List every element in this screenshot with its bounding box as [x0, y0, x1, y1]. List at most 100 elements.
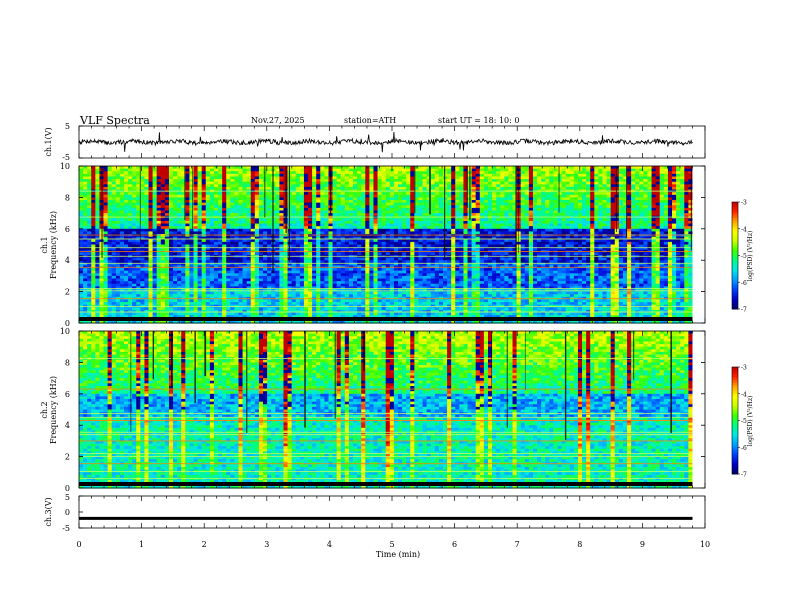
spec1-cell: [201, 281, 207, 285]
spec1-cell: [156, 181, 162, 185]
spec1-cell: [340, 194, 346, 198]
spec1-cell: [377, 200, 383, 204]
spec1-cell: [95, 234, 101, 238]
spec1-cell: [389, 247, 395, 251]
spec1-cell: [238, 262, 244, 267]
spec1-cell: [299, 302, 305, 306]
spec1-cell: [234, 307, 240, 311]
spec1-cell: [295, 309, 301, 314]
spec1-cell: [209, 286, 215, 290]
spec1-cell: [348, 236, 354, 240]
spec1-cell: [365, 226, 370, 230]
spec1-cell: [226, 278, 231, 282]
spec1-cell: [79, 179, 84, 183]
spec1-cell: [234, 260, 240, 264]
spec1-cell: [381, 228, 387, 233]
spec1-cell: [111, 247, 117, 251]
spec1-cell: [222, 236, 227, 240]
spec1-cell: [361, 244, 366, 248]
spec1-cell: [123, 223, 129, 227]
spec1-cell: [320, 205, 325, 209]
spec1-cell: [406, 202, 411, 206]
spec1-cell: [119, 226, 125, 230]
spec1-cell: [381, 168, 387, 172]
spec1-cell: [193, 244, 199, 248]
spec1-cell: [353, 168, 358, 172]
spec1-cell: [377, 194, 383, 198]
spec1-cell: [123, 273, 129, 277]
spec1-cell: [185, 234, 191, 238]
spec1-cell: [353, 273, 358, 277]
spec1-cell: [189, 278, 195, 282]
spec1-cell: [316, 309, 321, 314]
spec1-cell: [197, 241, 203, 246]
spec1-cell: [91, 226, 96, 230]
spec1-cell: [119, 166, 125, 170]
spec1-cell: [320, 278, 325, 282]
spec1-cell: [291, 268, 297, 272]
spec1-cell: [357, 220, 362, 225]
spec1-cell: [373, 220, 379, 225]
spec1-cell: [254, 247, 260, 251]
spec1-cell: [140, 205, 146, 209]
spec1-cell: [299, 205, 305, 209]
spec1-cell: [250, 234, 256, 238]
spec1-cell: [312, 226, 317, 230]
spec1-cell: [365, 181, 370, 185]
spec1-cell: [373, 181, 379, 185]
spec1-cell: [263, 226, 268, 230]
spec1-cell: [369, 168, 375, 172]
spec1-cell: [103, 207, 109, 212]
spec1-cell: [181, 291, 186, 295]
spec1-cell: [148, 309, 154, 314]
spec1-cell: [398, 220, 403, 225]
spec1-cell: [99, 260, 105, 264]
spec1-cell: [91, 268, 96, 272]
spec1-cell: [189, 228, 195, 233]
spec1-cell: [299, 213, 305, 217]
spec1-cell: [209, 244, 215, 248]
spec1-cell: [295, 176, 301, 180]
spec1-cell: [254, 309, 260, 314]
spec1-cell: [226, 205, 231, 209]
spec1-cell: [128, 223, 133, 227]
spec1-cell: [99, 315, 105, 319]
spec1-cell: [373, 179, 379, 183]
spec1-cell: [238, 210, 244, 214]
spec1-cell: [234, 223, 240, 227]
spec1-cell: [406, 179, 411, 183]
spec1-cell: [271, 275, 276, 280]
spec1-cell: [238, 173, 244, 178]
spec1-cell: [287, 302, 293, 306]
spec1-cell: [123, 205, 129, 209]
spec1-cell: [373, 320, 379, 324]
spec1-cell: [115, 260, 121, 264]
spec1-cell: [381, 181, 387, 185]
spec1-cell: [144, 239, 150, 243]
spec1-cell: [324, 197, 330, 201]
spec1-cell: [168, 231, 174, 235]
spec1-cell: [201, 302, 207, 306]
spec1-cell: [283, 286, 289, 290]
spec1-cell: [242, 197, 248, 201]
spec1-cell: [140, 239, 146, 243]
spec1-cell: [213, 226, 219, 230]
spec1-cell: [250, 294, 256, 298]
spec1-cell: [402, 239, 407, 243]
spec1-cell: [332, 179, 338, 183]
spec1-cell: [267, 273, 272, 277]
spec1-cell: [258, 200, 264, 204]
spec1-cell: [275, 286, 280, 290]
spec1-cell: [308, 291, 313, 295]
spec1-cell: [177, 205, 182, 209]
spec1-cell: [324, 262, 330, 267]
spec1-cell: [361, 281, 366, 285]
spec1-cell: [242, 273, 248, 277]
spec1-cell: [406, 309, 411, 314]
spec1-cell: [173, 315, 178, 319]
spec1-cell: [295, 273, 301, 277]
spec1-cell: [189, 202, 195, 206]
spec1-cell: [361, 176, 366, 180]
spec1-cell: [156, 257, 162, 261]
spec1-cell: [99, 270, 105, 274]
